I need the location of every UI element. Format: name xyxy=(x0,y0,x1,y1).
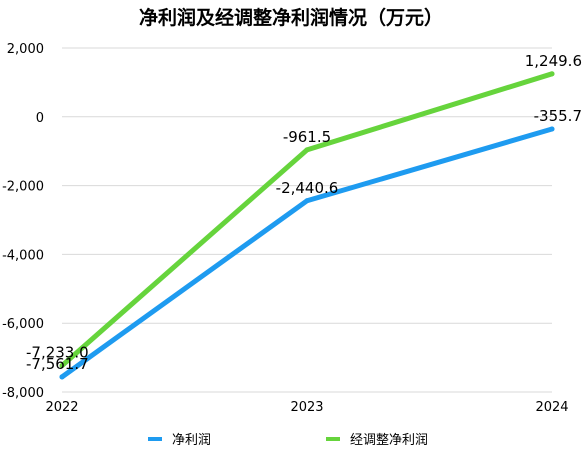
series-lines xyxy=(59,71,555,380)
data-label: -961.5 xyxy=(283,128,331,146)
chart-title: 净利润及经调整净利润情况（万元） xyxy=(139,6,443,29)
grid-lines xyxy=(62,47,552,393)
y-tick-label: -4,000 xyxy=(2,248,44,263)
y-tick-label: 2,000 xyxy=(7,42,44,57)
legend-label: 净利润 xyxy=(172,433,211,448)
data-label: -355.7 xyxy=(534,107,582,125)
y-tick-label: 0 xyxy=(36,111,44,126)
data-label: -7,561.7 xyxy=(26,355,89,373)
data-label: -2,440.6 xyxy=(276,179,339,197)
data-labels: -7,561.7 -2,440.6 -355.7 -7,233.0 -961.5 1,24… xyxy=(26,52,582,373)
y-tick-label: -8,000 xyxy=(2,386,44,401)
series-line xyxy=(59,126,555,380)
data-point xyxy=(549,126,555,132)
y-tick-label: -6,000 xyxy=(2,317,44,332)
legend: 净利润 经调整净利润 xyxy=(148,433,428,448)
data-point xyxy=(59,374,65,380)
x-tick-label: 2022 xyxy=(45,400,78,415)
x-tick-label: 2023 xyxy=(290,400,323,415)
data-point xyxy=(304,147,310,153)
data-point xyxy=(549,71,555,77)
data-point xyxy=(59,363,65,369)
x-axis-ticks: 2022 2023 2024 xyxy=(45,400,568,415)
data-label: 1,249.6 xyxy=(525,52,582,70)
data-label: -7,233.0 xyxy=(26,344,89,362)
x-tick-label: 2024 xyxy=(535,400,568,415)
legend-label: 经调整净利润 xyxy=(350,433,428,448)
y-axis-ticks: 2,000 0 -2,000 -4,000 -6,000 -8,000 xyxy=(2,42,44,401)
data-point xyxy=(304,198,310,204)
y-tick-label: -2,000 xyxy=(2,180,44,195)
